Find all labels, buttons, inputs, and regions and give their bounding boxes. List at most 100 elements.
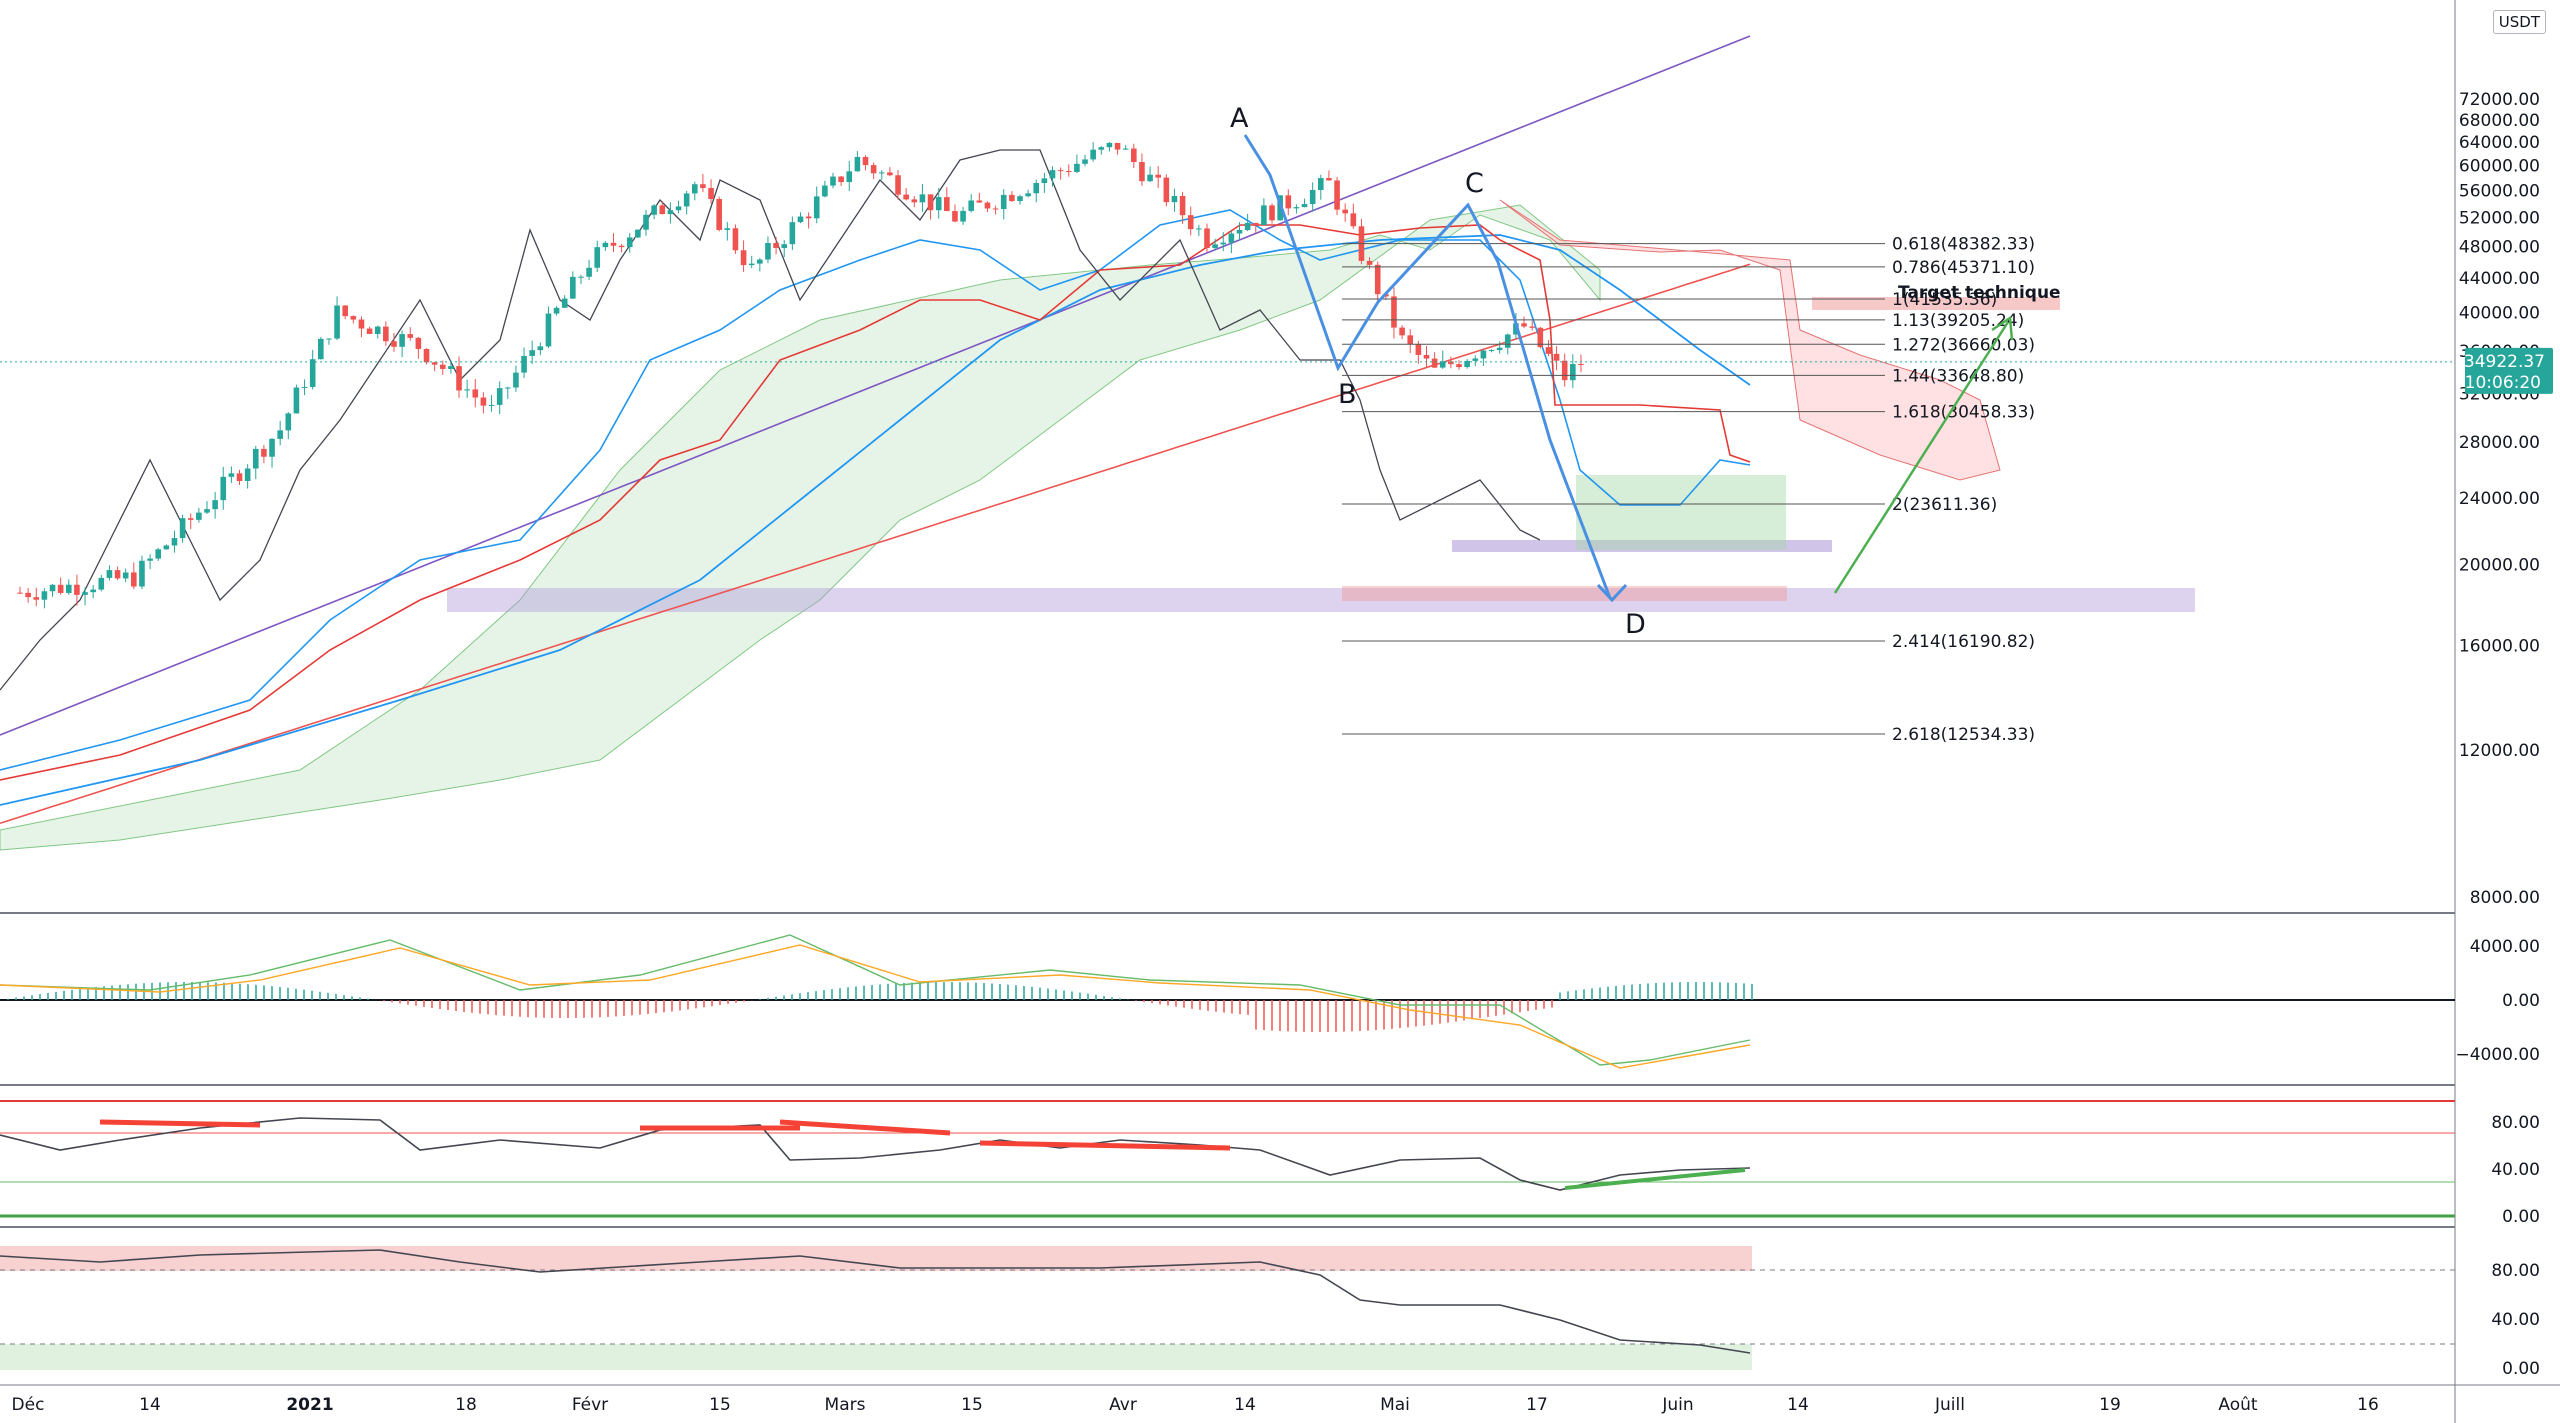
candle [919, 184, 926, 212]
candle-body [887, 172, 893, 176]
candle-body [513, 372, 519, 388]
candle [586, 259, 592, 281]
last-price-badge [2465, 347, 2553, 394]
candle [602, 240, 609, 251]
candle [1122, 145, 1129, 150]
candle-body [261, 448, 267, 457]
macd-line [0, 934, 1751, 1066]
indicator-tick: 80.00 [2491, 1261, 2540, 1281]
candle-body [1439, 361, 1446, 368]
candle [626, 233, 633, 253]
rsi-divergence-1 [99, 1119, 261, 1128]
candle [399, 330, 405, 358]
candle [903, 187, 909, 201]
target-box [1812, 297, 2060, 310]
candle-body [171, 538, 178, 546]
candle [464, 379, 470, 398]
candle [935, 187, 942, 219]
candle-body [1171, 196, 1178, 203]
candle-body [1252, 222, 1259, 226]
candle-body [822, 185, 828, 197]
candle-body [33, 597, 40, 600]
candle [1456, 360, 1462, 370]
price-tick: 64000.00 [2459, 133, 2540, 153]
candle [407, 327, 414, 341]
candle [1553, 346, 1560, 371]
candle-body [342, 305, 348, 317]
candle [570, 271, 576, 299]
candle [496, 381, 503, 415]
candle-body [903, 194, 909, 200]
candle-body [1407, 335, 1414, 345]
candle-body [919, 194, 926, 203]
candle [968, 194, 975, 213]
candle-body [391, 341, 397, 347]
candle [635, 229, 641, 239]
time-tick: 14 [1234, 1395, 1256, 1415]
candle [1488, 349, 1495, 353]
candle [252, 446, 259, 480]
candle [1171, 188, 1178, 212]
candle [960, 206, 966, 225]
fib-label-2: 1(41535.36) [1892, 290, 1997, 310]
candle-body [1147, 174, 1153, 182]
candle-body [326, 338, 332, 340]
candle-body [1285, 195, 1292, 209]
candle-body [1204, 228, 1210, 248]
candle-body [488, 404, 495, 406]
candle-body [204, 509, 210, 513]
candle [98, 574, 105, 592]
fib-label-3: 1.13(39205.24) [1892, 311, 2024, 331]
price-tick: 48000.00 [2459, 237, 2540, 257]
currency-label[interactable]: USDT [2492, 10, 2546, 34]
candle-body [309, 359, 316, 387]
candle [196, 507, 202, 523]
candle [553, 305, 560, 316]
candle [1358, 219, 1365, 265]
candle-body [1301, 204, 1308, 208]
candle-body [691, 184, 698, 194]
candle-body [797, 216, 804, 223]
candle-body [1496, 347, 1503, 351]
candle [732, 224, 739, 254]
fib-label-6: 1.618(30458.33) [1892, 403, 2035, 423]
candle-body [813, 196, 820, 219]
candle [155, 547, 162, 562]
candle [261, 445, 267, 464]
candle [309, 349, 316, 390]
wave-path [1243, 134, 1612, 599]
indicator-tick: 80.00 [2491, 1113, 2540, 1133]
candle [415, 337, 422, 359]
candle [618, 243, 625, 253]
candle [1228, 230, 1235, 254]
candle-body [155, 549, 162, 559]
indicator-tick: 40.00 [2491, 1310, 2540, 1330]
candle-body [1179, 196, 1186, 216]
candle-body [456, 366, 462, 391]
candle [82, 587, 88, 606]
candle [212, 491, 218, 519]
candle [659, 201, 666, 215]
candle [139, 555, 145, 590]
candle-body [196, 512, 202, 520]
time-tick: 16 [2357, 1395, 2379, 1415]
candle [17, 586, 23, 595]
candle-body [57, 584, 64, 593]
stoch-oversold-zone [0, 1344, 1752, 1370]
candle-body [1269, 205, 1275, 221]
candle [1545, 340, 1552, 356]
candle-body [90, 589, 96, 593]
candle [911, 196, 918, 208]
candle-body [1009, 194, 1015, 202]
candle-body [838, 176, 844, 183]
candle [1399, 325, 1405, 340]
candle [301, 379, 308, 396]
candle [1114, 142, 1121, 155]
candle [683, 190, 690, 215]
candle [1090, 142, 1096, 162]
target-arrowhead [1991, 315, 2014, 341]
candle-body [757, 259, 763, 264]
candle [1065, 164, 1072, 177]
candle [1439, 350, 1446, 369]
